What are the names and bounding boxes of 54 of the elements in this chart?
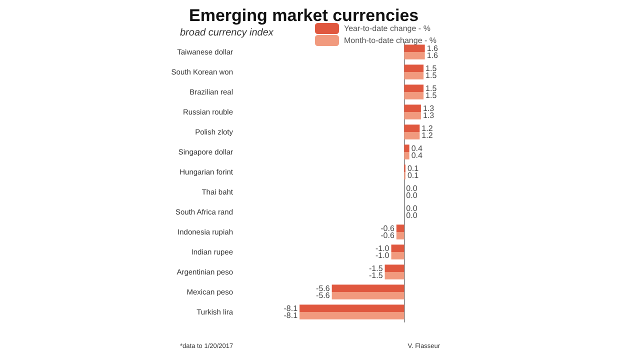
bar bbox=[404, 92, 424, 100]
data-label: 1.5 bbox=[426, 64, 438, 73]
bar bbox=[300, 304, 404, 312]
bar bbox=[404, 104, 421, 112]
data-label: 0.4 bbox=[411, 144, 424, 153]
data-label: -0.6 bbox=[380, 231, 395, 240]
bar bbox=[404, 64, 424, 72]
bar bbox=[332, 284, 404, 292]
bar bbox=[384, 264, 404, 272]
data-label: -5.6 bbox=[316, 291, 330, 300]
chart-subtitle: broad currency index bbox=[180, 28, 274, 38]
bar bbox=[404, 44, 425, 52]
bar bbox=[404, 144, 410, 152]
bar bbox=[396, 224, 404, 232]
data-label: 0.0 bbox=[406, 211, 418, 220]
bar bbox=[404, 124, 420, 132]
data-label: 1.3 bbox=[422, 111, 435, 120]
bar bbox=[300, 312, 404, 320]
data-label: 0.4 bbox=[411, 151, 424, 160]
data-label: -0.6 bbox=[380, 224, 395, 233]
data-label: 1.6 bbox=[426, 44, 439, 53]
bar bbox=[404, 152, 410, 160]
data-label: 0.1 bbox=[407, 164, 420, 173]
data-label: 1.5 bbox=[426, 91, 438, 100]
bar bbox=[332, 292, 404, 300]
bar bbox=[396, 232, 404, 240]
data-label: -1.0 bbox=[375, 244, 390, 253]
data-label: 1.5 bbox=[426, 84, 438, 93]
data-label: -8.1 bbox=[284, 311, 298, 320]
bar bbox=[404, 112, 421, 120]
bar bbox=[384, 272, 404, 280]
data-label: 1.6 bbox=[426, 51, 439, 60]
data-label: 0.0 bbox=[406, 191, 418, 200]
data-label: 1.3 bbox=[422, 104, 435, 113]
data-label: 0.0 bbox=[406, 184, 418, 193]
data-label: 0.1 bbox=[407, 171, 420, 180]
legend-label: Year-to-date change - % bbox=[344, 24, 430, 33]
data-label: -8.1 bbox=[284, 304, 298, 313]
data-label: -5.6 bbox=[316, 284, 330, 293]
bar bbox=[404, 84, 424, 92]
bar bbox=[404, 132, 420, 140]
bar bbox=[391, 252, 404, 260]
data-label: 0.0 bbox=[406, 204, 418, 213]
bar bbox=[404, 52, 425, 60]
legend-label: Month-to-date change - % bbox=[344, 36, 436, 45]
data-label: -1.0 bbox=[375, 251, 390, 260]
bar bbox=[391, 244, 404, 252]
data-label: 1.2 bbox=[422, 131, 434, 140]
bar bbox=[404, 72, 424, 80]
data-label: 1.2 bbox=[422, 124, 434, 133]
data-label: -1.5 bbox=[368, 271, 384, 280]
chart-title: Emerging market currencies bbox=[189, 6, 419, 25]
data-label: 1.5 bbox=[426, 71, 438, 80]
data-label: -1.5 bbox=[368, 264, 384, 273]
